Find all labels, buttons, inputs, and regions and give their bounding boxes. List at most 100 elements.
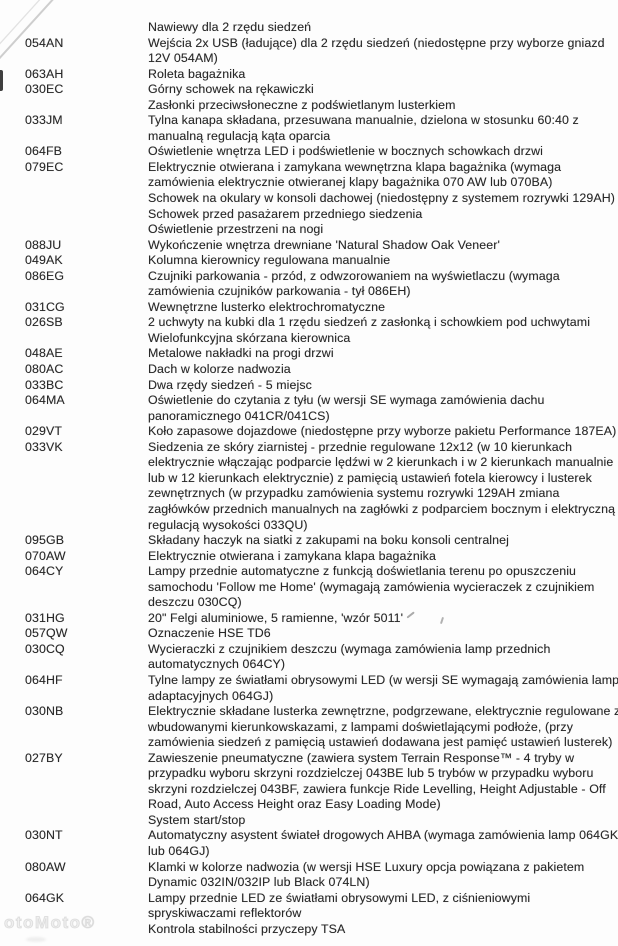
option-row: 030NB Elektrycznie składane lusterka zew… bbox=[0, 704, 618, 751]
option-code: 030NB bbox=[25, 704, 64, 719]
option-code: 048AE bbox=[25, 346, 63, 361]
option-description: System start/stop bbox=[148, 812, 246, 827]
option-row: 064HF Tylne lampy ze światłami obrysowym… bbox=[0, 673, 618, 704]
option-description: Oświetlenie do czytania z tyłu (w wersji… bbox=[148, 393, 545, 423]
option-description: Oznaczenie HSE TD6 bbox=[148, 626, 271, 641]
option-description: Elektrycznie otwierana i zamykana klapa … bbox=[148, 548, 436, 563]
option-row: 030CQ Wycieraczki z czujnikiem deszczu (… bbox=[0, 642, 618, 673]
option-description: Lampy przednie automatyczne z funkcją do… bbox=[148, 564, 595, 610]
option-description: Tylna kanapa składana, przesuwana manual… bbox=[148, 113, 579, 143]
option-code: 030EC bbox=[25, 82, 64, 97]
option-row: Kontrola stabilności przyczepy TSA bbox=[0, 922, 618, 938]
option-row: 027BY Zawieszenie pneumatyczne (zawiera … bbox=[0, 751, 618, 813]
option-description: Klamki w kolorze nadwozia (w wersji HSE … bbox=[148, 859, 585, 890]
option-row: 079EC Elektrycznie otwierana i zamykana … bbox=[0, 160, 618, 191]
option-description: Siedzenia ze skóry ziarnistej - przednie… bbox=[148, 439, 616, 532]
option-row: 064GK Lampy przednie LED ze światłami ob… bbox=[0, 891, 618, 922]
options-list: Nawiewy dla 2 rzędu siedzeń 054AN Wejści… bbox=[0, 20, 618, 937]
option-row: 086EG Czujniki parkowania - przód, z odw… bbox=[0, 269, 618, 300]
option-description: Wewnętrzne lusterko elektrochromatyczne bbox=[148, 299, 386, 314]
option-code: 027BY bbox=[25, 750, 63, 765]
option-row: 031HG 20" Felgi aluminiowe, 5 ramienne, … bbox=[0, 611, 618, 627]
option-row: 070AW Elektrycznie otwierana i zamykana … bbox=[0, 549, 618, 565]
option-code: 079EC bbox=[25, 159, 64, 174]
option-row: 030EC Górny schowek na rękawiczki bbox=[0, 82, 618, 98]
option-row: 064MA Oświetlenie do czytania z tyłu (w … bbox=[0, 393, 618, 424]
option-row: 095GB Składany haczyk na siatki z zakupa… bbox=[0, 533, 618, 549]
option-code: 030NT bbox=[25, 828, 63, 843]
option-row: Nawiewy dla 2 rzędu siedzeń bbox=[0, 20, 618, 36]
option-code: 064GK bbox=[25, 890, 65, 905]
option-description: Elektrycznie składane lusterka zewnętrzn… bbox=[148, 704, 618, 750]
option-row: 064FB Oświetlenie wnętrza LED i podświet… bbox=[0, 144, 618, 160]
option-row: 063AH Roleta bagażnika bbox=[0, 67, 618, 83]
option-description: Tylne lampy ze światłami obrysowymi LED … bbox=[148, 672, 618, 703]
option-code: 070AW bbox=[25, 548, 66, 563]
option-description: Lampy przednie LED ze światłami obrysowy… bbox=[148, 890, 531, 921]
option-row: 049AK Kolumna kierownicy regulowana manu… bbox=[0, 253, 618, 269]
option-description: Metalowe nakładki na progi drzwi bbox=[148, 346, 334, 361]
option-code: 086EG bbox=[25, 268, 65, 283]
option-description: Koło zapasowe dojazdowe (niedostępne prz… bbox=[148, 424, 617, 439]
option-description: Schowek przed pasażarem przedniego siedz… bbox=[148, 206, 423, 221]
option-code: 033VK bbox=[25, 439, 63, 454]
option-description: Zasłonki przeciwsłoneczne z podświetlany… bbox=[148, 97, 456, 112]
option-code: 080AC bbox=[25, 362, 64, 377]
option-description: Czujniki parkowania - przód, z odwzorowa… bbox=[148, 268, 560, 299]
option-description: Wejścia 2x USB (ładujące) dla 2 rzędu si… bbox=[148, 35, 605, 66]
option-description: Wycieraczki z czujnikiem deszczu (wymaga… bbox=[148, 641, 551, 672]
option-row: 031CG Wewnętrzne lusterko elektrochromat… bbox=[0, 300, 618, 316]
option-code: 030CQ bbox=[25, 641, 65, 656]
option-description: Składany haczyk na siatki z zakupami na … bbox=[148, 533, 509, 548]
option-row: 080AC Dach w kolorze nadwozia bbox=[0, 362, 618, 378]
option-description: Roleta bagażnika bbox=[148, 66, 246, 81]
option-description: Kontrola stabilności przyczepy TSA bbox=[148, 921, 346, 936]
option-code: 064HF bbox=[25, 672, 63, 687]
option-row: 033VK Siedzenia ze skóry ziarnistej - pr… bbox=[0, 440, 618, 533]
option-row: 064CY Lampy przednie automatyczne z funk… bbox=[0, 564, 618, 611]
option-code: 095GB bbox=[25, 533, 65, 548]
option-description: Wielofunkcyjna skórzana kierownica bbox=[148, 330, 351, 345]
option-description: Dach w kolorze nadwozia bbox=[148, 362, 291, 377]
option-code: 029VT bbox=[25, 424, 63, 439]
scan-edge-mark bbox=[0, 70, 3, 91]
option-description: Elektrycznie otwierana i zamykana wewnęt… bbox=[148, 159, 562, 190]
option-row: 033BC Dwa rzędy siedzeń - 5 miejsc bbox=[0, 378, 618, 394]
option-row: 054AN Wejścia 2x USB (ładujące) dla 2 rz… bbox=[0, 36, 618, 67]
option-description: Schowek na okulary w konsoli dachowej (n… bbox=[148, 191, 616, 206]
option-description: Górny schowek na rękawiczki bbox=[148, 82, 314, 97]
option-code: 033BC bbox=[25, 377, 64, 392]
option-row: System start/stop bbox=[0, 813, 618, 829]
option-code: 033JM bbox=[25, 113, 63, 128]
option-description: Kolumna kierownicy regulowana manualnie bbox=[148, 253, 391, 268]
option-code: 054AN bbox=[25, 35, 64, 50]
option-code: 064MA bbox=[25, 393, 65, 408]
option-row: 029VT Koło zapasowe dojazdowe (niedostęp… bbox=[0, 424, 618, 440]
option-description: Nawiewy dla 2 rzędu siedzeń bbox=[148, 20, 312, 34]
option-row: Schowek przed pasażarem przedniego siedz… bbox=[0, 207, 618, 223]
option-code: 026SB bbox=[25, 315, 63, 330]
option-description: Oświetlenie przestrzeni na nogi bbox=[148, 222, 324, 237]
option-description: 2 uchwyty na kubki dla 1 rzędu siedzeń z… bbox=[148, 315, 591, 330]
option-row: Zasłonki przeciwsłoneczne z podświetlany… bbox=[0, 98, 618, 114]
option-row: 026SB 2 uchwyty na kubki dla 1 rzędu sie… bbox=[0, 315, 618, 331]
option-row: 030NT Automatyczny asystent świateł drog… bbox=[0, 828, 618, 859]
option-code: 057QW bbox=[25, 626, 68, 641]
option-row: Schowek na okulary w konsoli dachowej (n… bbox=[0, 191, 618, 207]
option-row: 033JM Tylna kanapa składana, przesuwana … bbox=[0, 113, 618, 144]
option-code: 031HG bbox=[25, 610, 65, 625]
option-code: 080AW bbox=[25, 859, 66, 874]
option-code: 031CG bbox=[25, 299, 65, 314]
watermark: otoMoto® bbox=[4, 913, 96, 933]
option-row: 080AW Klamki w kolorze nadwozia (w wersj… bbox=[0, 860, 618, 891]
option-row: 057QW Oznaczenie HSE TD6 bbox=[0, 626, 618, 642]
option-row: 088JU Wykończenie wnętrza drewniane 'Nat… bbox=[0, 238, 618, 254]
option-code: 064FB bbox=[25, 144, 63, 159]
option-code: 088JU bbox=[25, 237, 62, 252]
option-code: 064CY bbox=[25, 564, 64, 579]
scan-smudge bbox=[26, 937, 46, 942]
option-description: Zawieszenie pneumatyczne (zawiera system… bbox=[148, 750, 606, 812]
option-description: Wykończenie wnętrza drewniane 'Natural S… bbox=[148, 237, 500, 252]
option-row: 048AE Metalowe nakładki na progi drzwi bbox=[0, 346, 618, 362]
option-row: Oświetlenie przestrzeni na nogi bbox=[0, 222, 618, 238]
